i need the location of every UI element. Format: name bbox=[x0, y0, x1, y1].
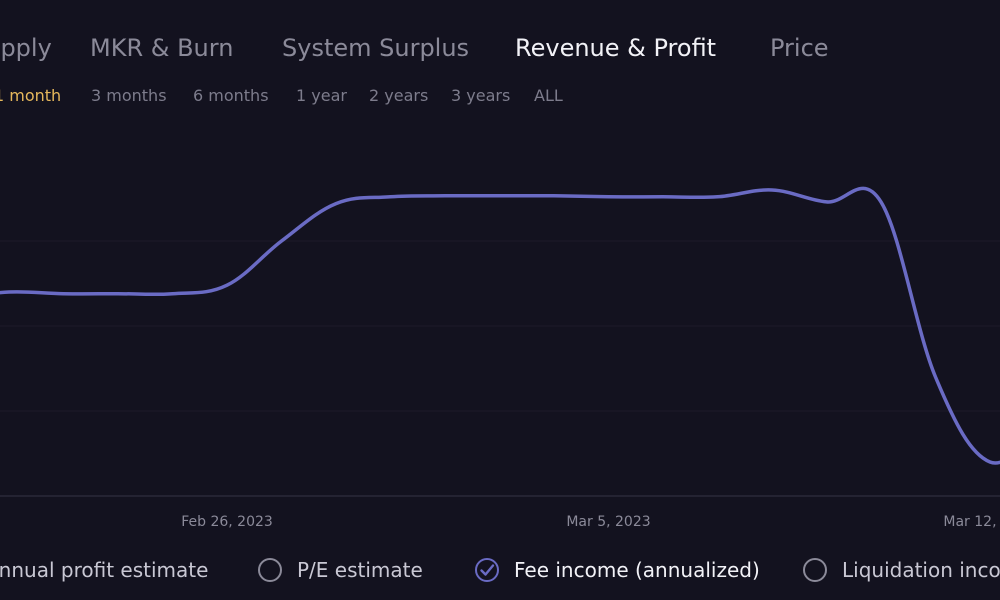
range-2-years[interactable]: 2 years bbox=[369, 86, 429, 105]
range-all[interactable]: ALL bbox=[534, 86, 563, 105]
range-1-month[interactable]: 1 month bbox=[0, 86, 62, 105]
data-point-18[interactable] bbox=[933, 374, 939, 380]
chart-series bbox=[0, 186, 1000, 465]
chart-grid bbox=[0, 240, 1000, 412]
time-range-selector: 1 month 3 months 6 months 1 year 2 years… bbox=[0, 84, 1000, 108]
data-point-16[interactable] bbox=[824, 199, 830, 205]
data-point-7[interactable] bbox=[333, 201, 339, 207]
x-axis-ticks: Feb 26, 2023 Mar 5, 2023 Mar 12, 2023 bbox=[181, 514, 1000, 530]
legend-label: Liquidation income bbox=[842, 558, 1000, 582]
tab-system-surplus[interactable]: System Surplus bbox=[282, 34, 470, 62]
data-point-19[interactable] bbox=[987, 459, 993, 465]
line-chart: Feb 26, 2023 Mar 5, 2023 Mar 12, 2023 bbox=[0, 186, 1000, 530]
data-point-15[interactable] bbox=[769, 187, 775, 193]
tab-supply[interactable]: Supply bbox=[0, 34, 52, 62]
radio-unchecked-icon bbox=[802, 557, 828, 583]
data-point-13[interactable] bbox=[660, 194, 666, 200]
x-tick-label: Mar 12, 2023 bbox=[943, 514, 1000, 530]
range-3-years[interactable]: 3 years bbox=[451, 86, 511, 105]
range-3-months[interactable]: 3 months bbox=[91, 86, 167, 105]
data-point-17[interactable] bbox=[878, 199, 884, 205]
series-legend: Annual profit estimate P/E estimate Fee … bbox=[0, 550, 1000, 590]
legend-label: Annual profit estimate bbox=[0, 558, 209, 582]
data-point-11[interactable] bbox=[551, 193, 557, 199]
data-point-12[interactable] bbox=[606, 194, 612, 200]
tab-revenue-profit[interactable]: Revenue & Profit bbox=[515, 34, 717, 62]
range-6-months[interactable]: 6 months bbox=[193, 86, 269, 105]
check-circle-icon bbox=[474, 557, 500, 583]
range-1-year[interactable]: 1 year bbox=[296, 86, 347, 105]
legend-label: Fee income (annualized) bbox=[514, 558, 760, 582]
data-point-8[interactable] bbox=[388, 194, 394, 200]
data-point-1[interactable] bbox=[6, 289, 12, 295]
data-point-10[interactable] bbox=[497, 193, 503, 199]
data-point-5[interactable] bbox=[224, 282, 230, 288]
data-point-14[interactable] bbox=[715, 194, 721, 200]
tab-mkr-burn[interactable]: MKR & Burn bbox=[90, 34, 234, 62]
data-point-3[interactable] bbox=[115, 291, 121, 297]
data-point-4[interactable] bbox=[170, 291, 176, 297]
legend-label: P/E estimate bbox=[297, 558, 423, 582]
tab-price[interactable]: Price bbox=[770, 34, 829, 62]
fee-income-series-line bbox=[0, 186, 1000, 465]
data-point-2[interactable] bbox=[61, 291, 67, 297]
x-tick-label: Mar 5, 2023 bbox=[566, 514, 650, 530]
x-tick-label: Feb 26, 2023 bbox=[181, 514, 273, 530]
radio-unchecked-icon bbox=[257, 557, 283, 583]
data-point-9[interactable] bbox=[442, 193, 448, 199]
metric-tabs: Supply MKR & Burn System Surplus Revenue… bbox=[0, 30, 1000, 66]
data-point-6[interactable] bbox=[279, 238, 285, 244]
